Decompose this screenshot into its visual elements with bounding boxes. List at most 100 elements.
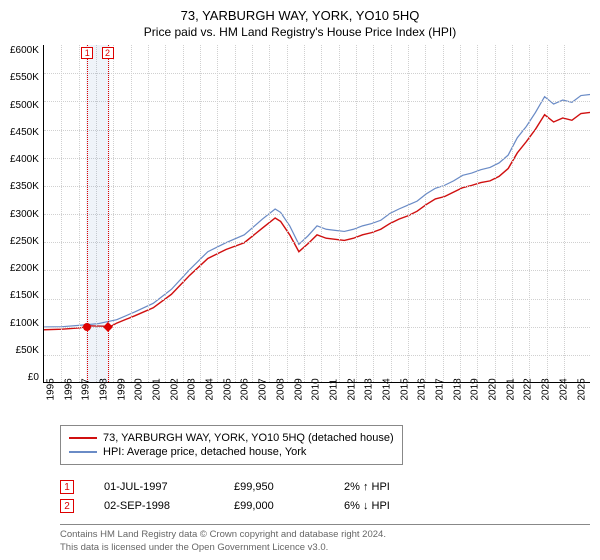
grid-line-v xyxy=(113,45,114,382)
y-tick-label: £400K xyxy=(10,154,39,165)
footer-line-2: This data is licensed under the Open Gov… xyxy=(60,542,590,554)
footer: Contains HM Land Registry data © Crown c… xyxy=(60,524,590,554)
grid-line-v xyxy=(356,45,357,382)
event-row-delta: 6% ↓ HPI xyxy=(344,500,390,512)
legend: 73, YARBURGH WAY, YORK, YO10 5HQ (detach… xyxy=(60,425,403,465)
grid-line-v xyxy=(79,45,80,382)
grid-line-h xyxy=(44,130,590,131)
x-tick-label: 2018 xyxy=(452,385,463,401)
grid-line-v xyxy=(425,45,426,382)
grid-line-v xyxy=(564,45,565,382)
x-tick-label: 1997 xyxy=(81,385,92,401)
x-axis: 1995199619971998199920002001200220032004… xyxy=(43,387,590,398)
x-tick-label: 2024 xyxy=(558,385,569,401)
y-tick-label: £500K xyxy=(10,100,39,111)
x-tick-label: 2020 xyxy=(488,385,499,401)
legend-item: 73, YARBURGH WAY, YORK, YO10 5HQ (detach… xyxy=(69,432,394,444)
event-row-marker: 1 xyxy=(60,480,74,494)
x-tick-label: 2000 xyxy=(134,385,145,401)
x-tick-label: 2002 xyxy=(169,385,180,401)
grid-line-h xyxy=(44,355,590,356)
grid-line-v xyxy=(235,45,236,382)
grid-line-v xyxy=(252,45,253,382)
x-tick-label: 2008 xyxy=(275,385,286,401)
grid-line-h xyxy=(44,214,590,215)
grid-line-h xyxy=(44,73,590,74)
y-tick-label: £200K xyxy=(10,263,39,274)
grid-line-v xyxy=(477,45,478,382)
x-tick-label: 2006 xyxy=(240,385,251,401)
y-axis: £600K£550K£500K£450K£400K£350K£300K£250K… xyxy=(10,45,43,383)
x-tick-label: 2011 xyxy=(328,385,339,401)
grid-line-v xyxy=(269,45,270,382)
grid-line-v xyxy=(148,45,149,382)
x-tick-label: 2003 xyxy=(187,385,198,401)
grid-line-v xyxy=(529,45,530,382)
legend-swatch xyxy=(69,451,97,453)
y-tick-label: £600K xyxy=(10,45,39,56)
grid-line-h xyxy=(44,101,590,102)
grid-line-v xyxy=(183,45,184,382)
grid-line-v xyxy=(495,45,496,382)
chart-body: £600K£550K£500K£450K£400K£350K£300K£250K… xyxy=(10,45,590,407)
grid-line-v xyxy=(321,45,322,382)
x-tick-label: 2019 xyxy=(470,385,481,401)
event-guide-line xyxy=(87,45,88,382)
legend-swatch xyxy=(69,437,97,439)
grid-line-v xyxy=(287,45,288,382)
x-tick-label: 2016 xyxy=(417,385,428,401)
event-row: 202-SEP-1998£99,0006% ↓ HPI xyxy=(60,499,590,513)
footer-line-1: Contains HM Land Registry data © Crown c… xyxy=(60,529,590,541)
grid-line-v xyxy=(547,45,548,382)
grid-line-h xyxy=(44,270,590,271)
x-tick-label: 2012 xyxy=(346,385,357,401)
chart-title: 73, YARBURGH WAY, YORK, YO10 5HQ xyxy=(10,8,590,23)
x-tick-label: 1998 xyxy=(98,385,109,401)
grid-line-v xyxy=(61,45,62,382)
legend-label: 73, YARBURGH WAY, YORK, YO10 5HQ (detach… xyxy=(103,432,394,444)
x-tick-label: 1996 xyxy=(63,385,74,401)
x-tick-label: 2017 xyxy=(435,385,446,401)
x-tick-label: 2001 xyxy=(152,385,163,401)
event-band xyxy=(86,45,110,382)
event-row-date: 02-SEP-1998 xyxy=(104,500,204,512)
plot-column: 12 1995199619971998199920002001200220032… xyxy=(43,45,590,407)
grid-line-h xyxy=(44,327,590,328)
x-tick-label: 2009 xyxy=(293,385,304,401)
series-property xyxy=(44,112,590,329)
grid-line-v xyxy=(391,45,392,382)
legend-item: HPI: Average price, detached house, York xyxy=(69,446,394,458)
grid-line-h xyxy=(44,186,590,187)
y-tick-label: £50K xyxy=(16,345,39,356)
y-tick-label: £300K xyxy=(10,209,39,220)
grid-line-v xyxy=(131,45,132,382)
grid-line-v xyxy=(304,45,305,382)
x-tick-label: 2015 xyxy=(399,385,410,401)
event-label-2: 2 xyxy=(102,47,114,59)
x-tick-label: 2022 xyxy=(523,385,534,401)
x-tick-label: 2005 xyxy=(222,385,233,401)
x-tick-label: 2021 xyxy=(505,385,516,401)
x-tick-label: 2007 xyxy=(258,385,269,401)
grid-line-v xyxy=(339,45,340,382)
x-tick-label: 1999 xyxy=(116,385,127,401)
grid-line-h xyxy=(44,158,590,159)
event-label-1: 1 xyxy=(81,47,93,59)
plot-area: 12 xyxy=(43,45,590,383)
y-tick-label: £150K xyxy=(10,290,39,301)
grid-line-v xyxy=(200,45,201,382)
y-tick-label: £250K xyxy=(10,236,39,247)
x-tick-label: 2023 xyxy=(541,385,552,401)
x-tick-label: 2014 xyxy=(381,385,392,401)
grid-line-v xyxy=(408,45,409,382)
grid-line-v xyxy=(460,45,461,382)
grid-line-v xyxy=(373,45,374,382)
y-tick-label: £450K xyxy=(10,127,39,138)
x-tick-label: 2004 xyxy=(205,385,216,401)
chart-container: 73, YARBURGH WAY, YORK, YO10 5HQ Price p… xyxy=(0,0,600,560)
y-tick-label: £0 xyxy=(28,372,39,383)
event-table: 101-JUL-1997£99,9502% ↑ HPI202-SEP-1998£… xyxy=(60,475,590,518)
event-row-price: £99,000 xyxy=(234,500,314,512)
event-row-price: £99,950 xyxy=(234,481,314,493)
event-row: 101-JUL-1997£99,9502% ↑ HPI xyxy=(60,480,590,494)
